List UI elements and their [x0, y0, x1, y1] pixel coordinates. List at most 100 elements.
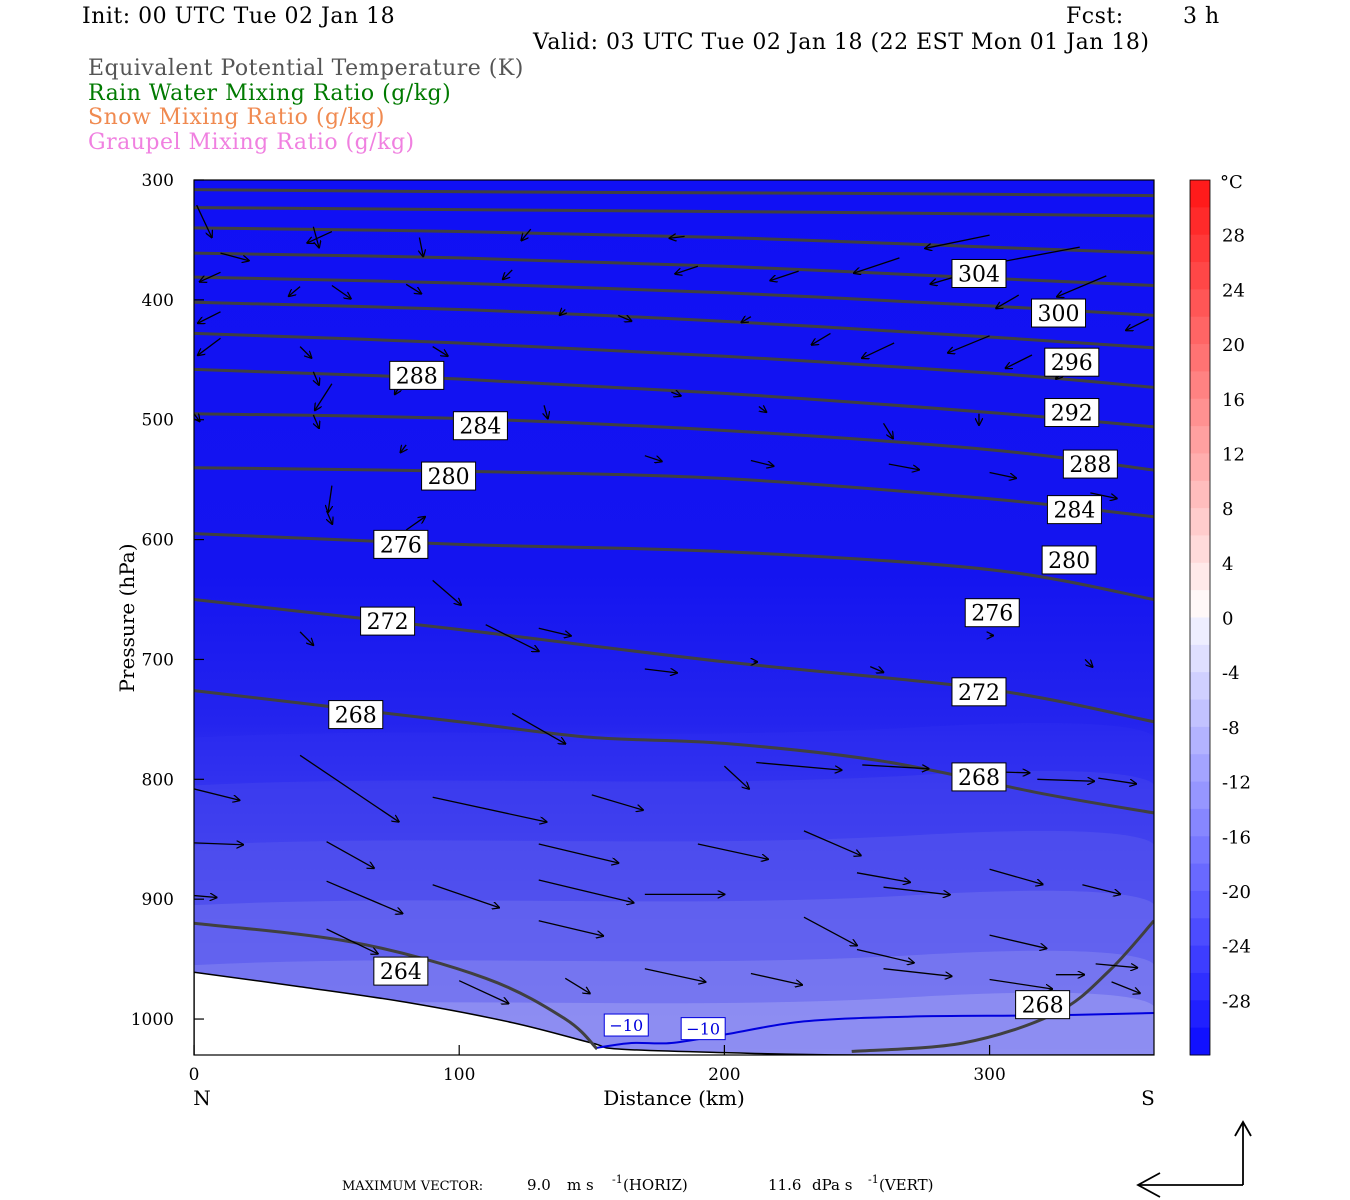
wind-vector — [697, 843, 768, 859]
init-time: Init: 00 UTC Tue 02 Jan 18 — [82, 4, 396, 29]
wind-vector — [882, 422, 894, 438]
wind-vector — [220, 252, 250, 261]
colorbar-swatch — [1190, 617, 1210, 646]
theta-e-label: 268 — [1022, 994, 1064, 1019]
colorbar-tick-label: 24 — [1222, 280, 1245, 301]
y-tick-label: 700 — [142, 650, 174, 670]
wind-vector — [299, 754, 399, 822]
legend-graupel: Graupel Mixing Ratio (g/kg) — [88, 130, 415, 155]
wind-vector — [1005, 354, 1033, 368]
colorbar-swatch — [1190, 863, 1210, 892]
wind-vector — [313, 371, 319, 385]
theta-e-label-box — [389, 360, 445, 390]
theta-e-contour — [194, 300, 1154, 350]
horiz-unit-exponent: -1 — [612, 1173, 623, 1186]
theta-e-label-box — [1041, 545, 1097, 575]
theta-e-contour — [194, 188, 1154, 198]
theta-e-label: 268 — [335, 704, 377, 729]
x-axis-label: Distance (km) — [603, 1086, 745, 1110]
colorbar-tick-label: -8 — [1222, 718, 1240, 739]
wind-vector — [618, 315, 631, 321]
wind-vector — [312, 226, 319, 248]
wind-vector — [198, 311, 221, 323]
theta-e-label-box — [1031, 298, 1087, 328]
theta-e-label-box — [328, 700, 384, 730]
forecast-label: Fcst: — [1066, 4, 1124, 29]
colorbar-tick-label: -24 — [1222, 937, 1251, 958]
colorbar-swatch — [1190, 371, 1210, 400]
wind-vector — [854, 257, 900, 273]
wind-vector — [485, 624, 539, 652]
colorbar-frame — [1189, 179, 1211, 1056]
colorbar-swatch — [1190, 836, 1210, 865]
colorbar-swatch — [1190, 207, 1210, 236]
colorbar-swatch — [1190, 699, 1210, 728]
horiz-tag: (HORIZ) — [623, 1176, 688, 1194]
theta-e-label: 284 — [459, 415, 501, 440]
colorbar-swatch — [1190, 480, 1210, 509]
wind-vector — [675, 265, 699, 274]
theta-e-label-box — [1046, 495, 1102, 525]
colorbar-tick-label: -4 — [1222, 663, 1240, 684]
wind-vector — [750, 972, 802, 984]
colorbar-swatch — [1190, 754, 1210, 783]
wind-vector — [1098, 777, 1136, 784]
max-vector-label: MAXIMUM VECTOR: — [342, 1179, 483, 1194]
wind-vector — [741, 317, 752, 323]
colorbar-swatch — [1190, 808, 1210, 837]
valid-time: Valid: 03 UTC Tue 02 Jan 18 (22 EST Mon … — [533, 30, 1150, 55]
wind-vector — [538, 627, 571, 636]
theta-e-label-box — [373, 529, 429, 559]
theta-e-label-box — [421, 461, 477, 491]
wind-vector — [862, 764, 929, 769]
wind-vector — [1037, 779, 1094, 781]
y-tick-label: 300 — [142, 171, 174, 191]
theta-e-contour — [194, 331, 1154, 389]
wind-vector — [803, 916, 857, 946]
theta-e-label: 280 — [428, 465, 470, 490]
theta-e-label: 284 — [1053, 499, 1095, 524]
footer-max-vector: MAXIMUM VECTOR: 9.0 m s -1 (HORIZ) 11.6 … — [342, 1173, 934, 1194]
theta-e-label: 280 — [1048, 549, 1090, 574]
theta-e-label: 264 — [380, 960, 422, 985]
wind-vector — [989, 471, 1017, 478]
wind-vector — [996, 294, 1020, 308]
theta-e-label-box — [1015, 990, 1071, 1020]
wind-vector — [1095, 964, 1138, 968]
wind-vector — [405, 283, 421, 294]
y-tick-label: 400 — [142, 291, 174, 311]
colorbar-unit: °C — [1220, 172, 1243, 193]
legend-snow: Snow Mixing Ratio (g/kg) — [88, 105, 385, 130]
theta-e-label-box — [951, 762, 1007, 792]
wind-vector — [538, 843, 619, 863]
wind-vector — [196, 204, 212, 237]
theta-e-contour — [194, 251, 1154, 287]
wind-vector — [560, 309, 566, 315]
wind-vector — [194, 843, 243, 845]
wind-vector — [511, 712, 565, 743]
colorbar-tick-label: 8 — [1222, 499, 1233, 520]
theta-e-label: 276 — [971, 602, 1013, 627]
wind-vector — [432, 796, 547, 822]
legend-rain-water: Rain Water Mixing Ratio (g/kg) — [88, 81, 452, 106]
wind-vector — [538, 920, 604, 936]
wind-vector — [811, 332, 831, 344]
wind-vector — [869, 667, 883, 673]
wind-vector — [758, 407, 767, 413]
theta-e-label-box — [1062, 449, 1118, 479]
y-tick-label: 500 — [142, 411, 174, 431]
theta-e-label-box — [1044, 398, 1100, 428]
colorbar-swatch — [1190, 726, 1210, 755]
theta-e-label-box — [360, 606, 416, 636]
theta-e-label-box — [1044, 347, 1100, 377]
wind-vector — [669, 236, 685, 238]
wind-vector — [925, 234, 990, 248]
colorbar-swatch — [1190, 234, 1210, 263]
wind-vector — [883, 886, 951, 895]
colorbar-swatch — [1190, 1000, 1210, 1029]
theta-e-contour — [194, 689, 1154, 815]
colorbar-tick-label: 16 — [1222, 390, 1245, 411]
wind-vector — [194, 788, 240, 800]
theta-e-label-box — [964, 598, 1020, 628]
